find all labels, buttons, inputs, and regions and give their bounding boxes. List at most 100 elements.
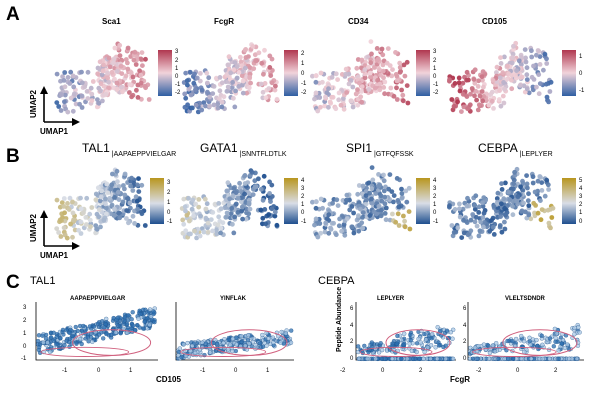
umap-a-point-0 xyxy=(105,70,110,76)
umap-b-point-0 xyxy=(117,215,123,221)
umap-b-point-3 xyxy=(539,188,545,193)
svg-text:0: 0 xyxy=(516,368,520,374)
umap-b-point-2 xyxy=(383,217,389,223)
umap-a-point-2 xyxy=(315,108,321,114)
umap-a-point-0 xyxy=(114,86,120,92)
scatter-point-1 xyxy=(214,341,220,346)
umap-b-point-2 xyxy=(312,222,317,228)
umap-title-cd34: CD34 xyxy=(348,17,369,26)
umap-b-point-0 xyxy=(61,204,67,209)
svg-text:2: 2 xyxy=(301,194,305,200)
scatter-point-0 xyxy=(47,349,53,354)
scatter-point-3 xyxy=(551,344,556,349)
umap-b-point-2 xyxy=(326,212,332,218)
umap-a-point-2 xyxy=(358,94,364,100)
svg-text:1: 1 xyxy=(433,66,437,72)
yticks-plot1: 3 2 1 0 -1 xyxy=(21,305,27,362)
umap-a-point-2 xyxy=(381,85,387,90)
umap-a-point-1 xyxy=(210,91,216,96)
umap-a-point-1 xyxy=(267,65,273,70)
umap-b-point-1 xyxy=(202,196,208,202)
umap-b-point-1 xyxy=(267,179,272,185)
umap-a-point-3 xyxy=(491,106,496,111)
umap-a-point-1 xyxy=(217,96,222,102)
umap-b-point-2 xyxy=(356,213,361,219)
umap-a-point-0 xyxy=(85,69,91,75)
umap-b-point-3 xyxy=(511,177,517,183)
svg-text:1: 1 xyxy=(579,210,583,216)
umap-a-point-0 xyxy=(123,57,129,62)
umap-b-point-1 xyxy=(238,189,244,195)
umap-a-point-1 xyxy=(207,94,213,100)
umap-a-point-2 xyxy=(372,85,378,91)
scatter-point-2 xyxy=(422,331,427,337)
umap-a-point-2 xyxy=(387,63,393,68)
scatter-point-3 xyxy=(519,333,524,339)
umap-b-point-3 xyxy=(468,217,474,223)
umap-a-point-3 xyxy=(509,60,515,66)
scatter-point-0 xyxy=(141,307,146,312)
umap-a-point-1 xyxy=(269,80,275,86)
umap-b-point-0 xyxy=(107,195,113,201)
umap-a-point-3 xyxy=(511,43,516,49)
umap-b-point-2 xyxy=(364,185,369,191)
umap-b-point-3 xyxy=(542,193,548,199)
umap-b-point-3 xyxy=(502,206,507,211)
umap-a-point-0 xyxy=(79,93,85,99)
scatter-point-3 xyxy=(539,333,544,338)
umap-b-point-3 xyxy=(502,226,508,232)
umap-b-point-3 xyxy=(465,195,470,201)
colorbar-fcgr xyxy=(284,50,298,96)
umap-b-point-1 xyxy=(258,186,264,192)
umap-b-point-3 xyxy=(511,186,516,192)
umap-b-point-1 xyxy=(240,216,246,222)
umap-b-point-3 xyxy=(491,232,497,237)
umap-a-point-3 xyxy=(486,102,492,108)
umap-b-point-3 xyxy=(498,201,504,207)
svg-text:1: 1 xyxy=(266,368,270,374)
colorbar-tal1 xyxy=(150,178,164,224)
umap-a-point-1 xyxy=(182,91,188,97)
umap-a-point-0 xyxy=(84,89,90,94)
umap-b-point-2 xyxy=(374,211,379,217)
umap-a-point-0 xyxy=(70,108,76,114)
umap-a-point-2 xyxy=(393,50,398,55)
umap-a-point-3 xyxy=(464,77,469,83)
umap-b-point-3 xyxy=(525,198,531,204)
umap-a-point-1 xyxy=(219,99,225,105)
umap-b-point-1 xyxy=(189,206,195,212)
umap-a-point-1 xyxy=(217,88,223,94)
umap-b-point-0 xyxy=(142,223,148,228)
umap-b-point-0 xyxy=(99,188,104,194)
umap-b-point-1 xyxy=(208,217,214,223)
umap-a-point-3 xyxy=(537,81,543,86)
umap-b-point-0 xyxy=(116,210,121,216)
umap-title-fcgr: FcgR xyxy=(214,17,234,26)
umap-a-point-1 xyxy=(238,59,244,65)
scatter-point-0 xyxy=(130,310,135,315)
scatter-point-0 xyxy=(148,314,154,319)
scatter-point-1 xyxy=(190,343,195,349)
panel-label-b: B xyxy=(6,146,20,167)
svg-text:2: 2 xyxy=(433,58,437,64)
umap-b-point-0 xyxy=(105,190,111,196)
svg-text:0: 0 xyxy=(463,356,467,362)
xticks-plot4: -2 0 2 xyxy=(476,368,558,374)
umap-b-point-3 xyxy=(530,180,536,186)
umap-b-point-0 xyxy=(59,200,65,206)
umap-a-point-1 xyxy=(231,95,236,101)
umap-b-point-1 xyxy=(197,233,203,239)
colorbar-ticks-spi1: 4 3 2 1 0 -1 xyxy=(433,178,439,225)
umap-a-point-1 xyxy=(190,105,195,111)
umap-b-point-1 xyxy=(272,209,278,215)
scatter-point-2 xyxy=(433,345,438,350)
umap-b-point-3 xyxy=(550,205,556,211)
scatter-point-1 xyxy=(243,343,248,348)
umap-a-point-3 xyxy=(475,107,481,113)
umap-a-point-1 xyxy=(205,80,210,86)
umap-b-point-0 xyxy=(98,224,103,230)
scatter-point-2 xyxy=(408,332,413,337)
umap-a-point-1 xyxy=(219,80,225,86)
umap-a-point-0 xyxy=(118,63,124,69)
umap-a-point-0 xyxy=(142,83,148,89)
